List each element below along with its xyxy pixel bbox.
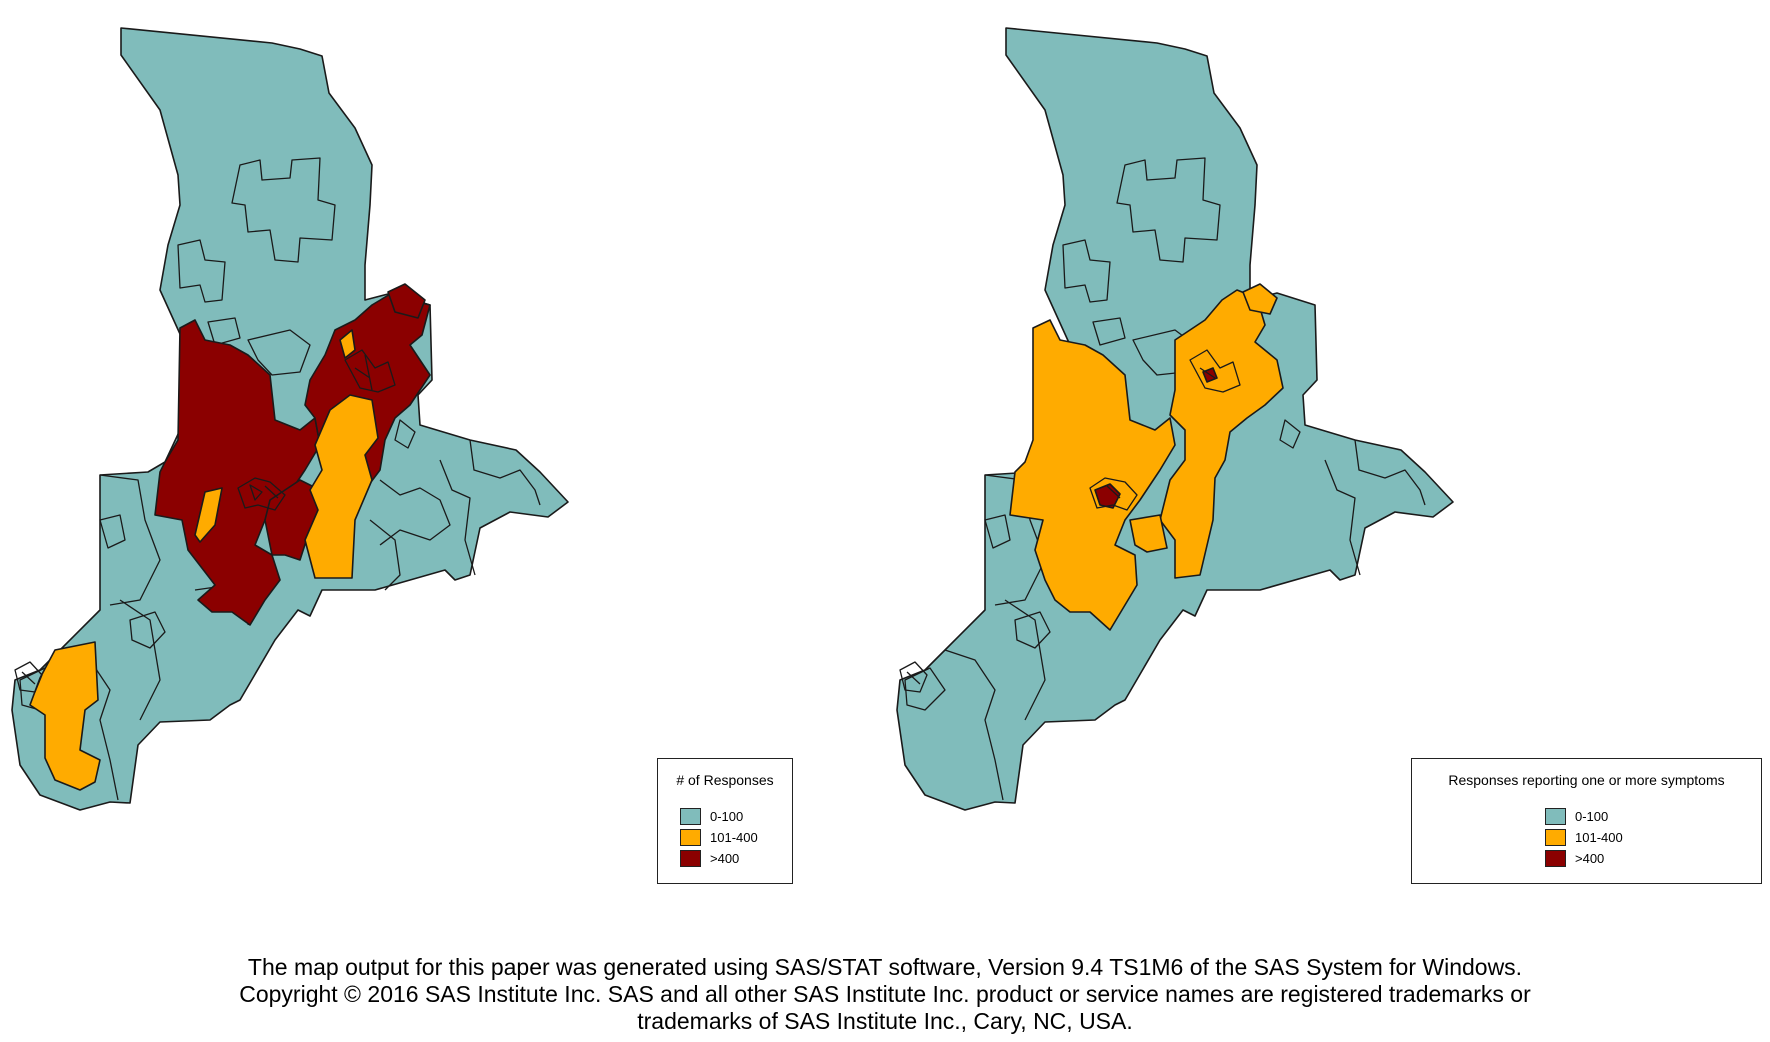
boundary xyxy=(129,611,166,649)
boundary xyxy=(14,661,43,693)
region-mid-center xyxy=(304,394,379,579)
region-mid-west xyxy=(1009,319,1176,631)
boundary xyxy=(231,157,336,263)
legend-right: Responses reporting one or more symptoms… xyxy=(1411,758,1762,884)
region-mid-southwest xyxy=(29,641,101,791)
boundary xyxy=(99,514,126,549)
boundary xyxy=(1116,157,1221,263)
map-number-of-responses xyxy=(0,0,885,920)
caption-line: Copyright © 2016 SAS Institute Inc. SAS … xyxy=(239,981,1531,1007)
boundary xyxy=(1189,349,1241,393)
legend-item-mid: 101-400 xyxy=(680,827,758,848)
region-high-center xyxy=(264,479,326,561)
caption: The map output for this paper was genera… xyxy=(0,954,1770,1035)
boundary xyxy=(1279,419,1301,449)
legend-swatch xyxy=(680,829,701,846)
legend-label: 0-100 xyxy=(710,809,744,824)
choropleth-map-right xyxy=(896,27,1454,811)
legend-item-mid: 101-400 xyxy=(1545,827,1623,848)
boundary xyxy=(369,519,401,591)
boundary xyxy=(944,649,1004,801)
boundary xyxy=(237,477,286,511)
boundary xyxy=(1324,459,1361,576)
legend-items: 0-100 101-400 >400 xyxy=(680,806,758,869)
map-responses-reporting-symptoms xyxy=(885,0,1770,920)
boundary xyxy=(177,239,226,303)
legend-left: # of Responses 0-100 101-400 >400 xyxy=(657,758,793,884)
legend-swatch xyxy=(1545,808,1566,825)
legend-title: Responses reporting one or more symptoms xyxy=(1448,772,1725,788)
boundary xyxy=(394,419,416,449)
boundary xyxy=(379,479,451,546)
legend-swatch xyxy=(1545,850,1566,867)
choropleth-map-left xyxy=(11,27,569,811)
region-high-ne xyxy=(387,283,426,319)
region-mid-ne-small xyxy=(1242,283,1278,315)
legend-swatch xyxy=(680,850,701,867)
legend-item-high: >400 xyxy=(1545,848,1623,869)
legend-swatch xyxy=(1545,829,1566,846)
boundary xyxy=(1014,611,1051,649)
boundary xyxy=(207,317,241,346)
boundary xyxy=(1004,599,1046,721)
region-base xyxy=(11,27,569,811)
legend-item-low: 0-100 xyxy=(680,806,758,827)
legend-item-high: >400 xyxy=(680,848,758,869)
region-mid-ne xyxy=(339,329,356,359)
boundary xyxy=(899,661,928,693)
boundary xyxy=(1354,439,1426,506)
region-mid-south xyxy=(1129,514,1168,553)
legend-label: 101-400 xyxy=(1575,830,1623,845)
boundary xyxy=(119,599,161,721)
boundary xyxy=(1089,477,1138,511)
caption-line: The map output for this paper was genera… xyxy=(247,954,1523,980)
boundary xyxy=(247,329,311,376)
region-mid-sliver xyxy=(194,487,223,543)
legend-label: >400 xyxy=(710,851,740,866)
legend-item-low: 0-100 xyxy=(1545,806,1623,827)
legend-label: 0-100 xyxy=(1575,809,1609,824)
boundary xyxy=(344,349,396,393)
caption-line: trademarks of SAS Institute Inc., Cary, … xyxy=(637,1008,1133,1034)
boundary xyxy=(1092,317,1126,346)
legend-title: # of Responses xyxy=(676,772,774,788)
legend-items: 0-100 101-400 >400 xyxy=(1545,806,1623,869)
region-high-core xyxy=(1094,483,1121,509)
legend-label: >400 xyxy=(1575,851,1605,866)
boundary xyxy=(99,474,161,606)
boundary xyxy=(469,439,541,506)
boundary xyxy=(439,459,476,576)
legend-swatch xyxy=(680,808,701,825)
boundary xyxy=(904,667,946,711)
boundary xyxy=(1062,239,1111,303)
boundary xyxy=(984,514,1011,549)
legend-label: 101-400 xyxy=(710,830,758,845)
